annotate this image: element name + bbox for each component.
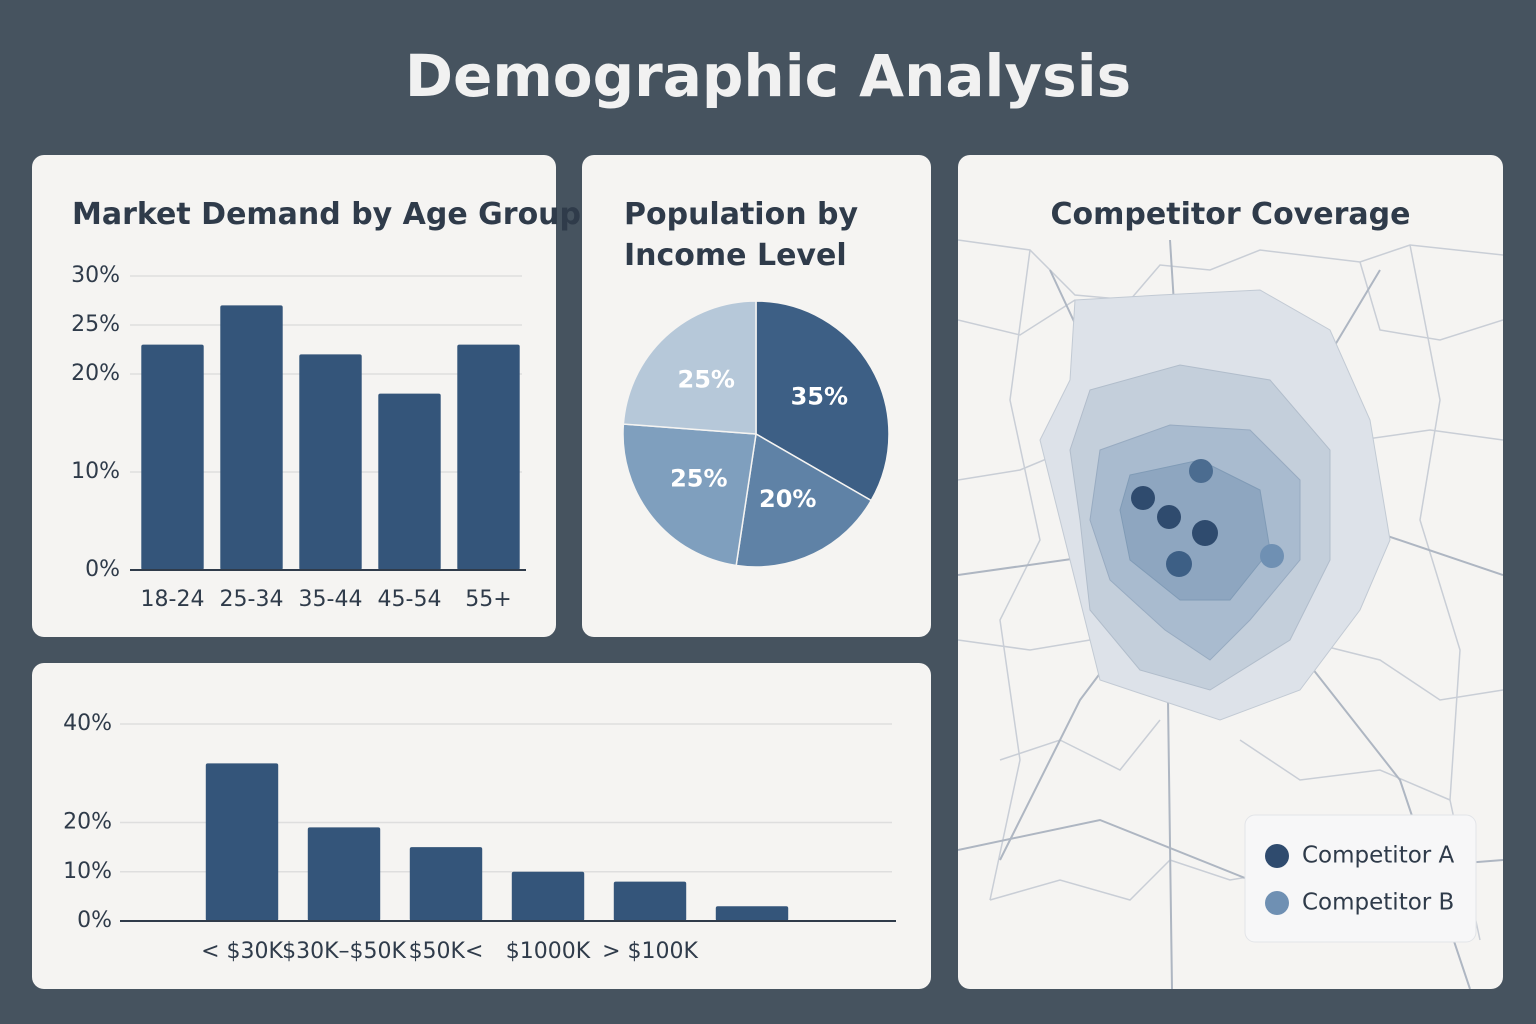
bar bbox=[299, 354, 362, 570]
y-tick-label: 10% bbox=[71, 459, 120, 484]
legend-swatch bbox=[1265, 844, 1289, 868]
pie-slice bbox=[755, 300, 890, 502]
chart-title: Market Demand by Age Group bbox=[72, 197, 582, 232]
page-title: Demographic Analysis bbox=[404, 42, 1132, 110]
slice-label: 25% bbox=[678, 365, 735, 393]
x-tick-label: > $100K bbox=[602, 939, 698, 964]
slice-label: 25% bbox=[670, 465, 727, 493]
x-tick-label: 35-44 bbox=[299, 587, 363, 612]
bar bbox=[141, 344, 204, 570]
x-tick-label: < $30K bbox=[201, 939, 283, 964]
competitor-dot bbox=[1131, 486, 1155, 510]
y-tick-label: 25% bbox=[71, 312, 120, 337]
competitor-dot bbox=[1189, 459, 1213, 483]
bar bbox=[307, 827, 381, 921]
competitor-dot bbox=[1192, 520, 1218, 546]
bar bbox=[205, 763, 279, 921]
legend-label: Competitor A bbox=[1302, 843, 1455, 869]
slice-label: 35% bbox=[791, 382, 848, 410]
bar bbox=[409, 847, 483, 921]
pie-slice bbox=[622, 300, 757, 435]
x-tick-label: $1000K bbox=[506, 939, 591, 964]
bar bbox=[613, 881, 687, 921]
bar bbox=[715, 906, 789, 921]
pie-slice bbox=[622, 423, 757, 567]
competitor-dot bbox=[1166, 551, 1192, 577]
y-tick-label: 40% bbox=[63, 711, 112, 736]
map bbox=[958, 239, 1503, 989]
x-tick-label: 25-34 bbox=[220, 587, 284, 612]
y-tick-label: 0% bbox=[77, 908, 112, 933]
x-tick-label: $50K< bbox=[409, 939, 484, 964]
legend bbox=[1244, 814, 1477, 943]
competitor-dot bbox=[1157, 505, 1181, 529]
bar bbox=[220, 305, 283, 570]
pie-slice bbox=[735, 432, 873, 568]
bar bbox=[378, 393, 441, 570]
x-tick-label: 55+ bbox=[465, 587, 511, 612]
y-tick-label: 20% bbox=[71, 361, 120, 386]
x-tick-label: 18-24 bbox=[141, 587, 205, 612]
legend-label: Competitor B bbox=[1302, 890, 1454, 916]
slice-label: 20% bbox=[759, 485, 816, 513]
x-tick-label: $30K–$50K bbox=[282, 939, 406, 964]
chart-title: Population by Income Level bbox=[624, 197, 859, 273]
legend-swatch bbox=[1265, 891, 1289, 915]
y-tick-label: 20% bbox=[63, 810, 112, 835]
y-tick-label: 30% bbox=[71, 263, 120, 288]
bar bbox=[511, 871, 585, 921]
y-tick-label: 10% bbox=[63, 859, 112, 884]
x-tick-label: 45-54 bbox=[378, 587, 442, 612]
y-tick-label: 0% bbox=[85, 557, 120, 582]
competitor-dot bbox=[1260, 544, 1284, 568]
bar bbox=[457, 344, 520, 570]
map-title: Competitor Coverage bbox=[1050, 197, 1411, 232]
